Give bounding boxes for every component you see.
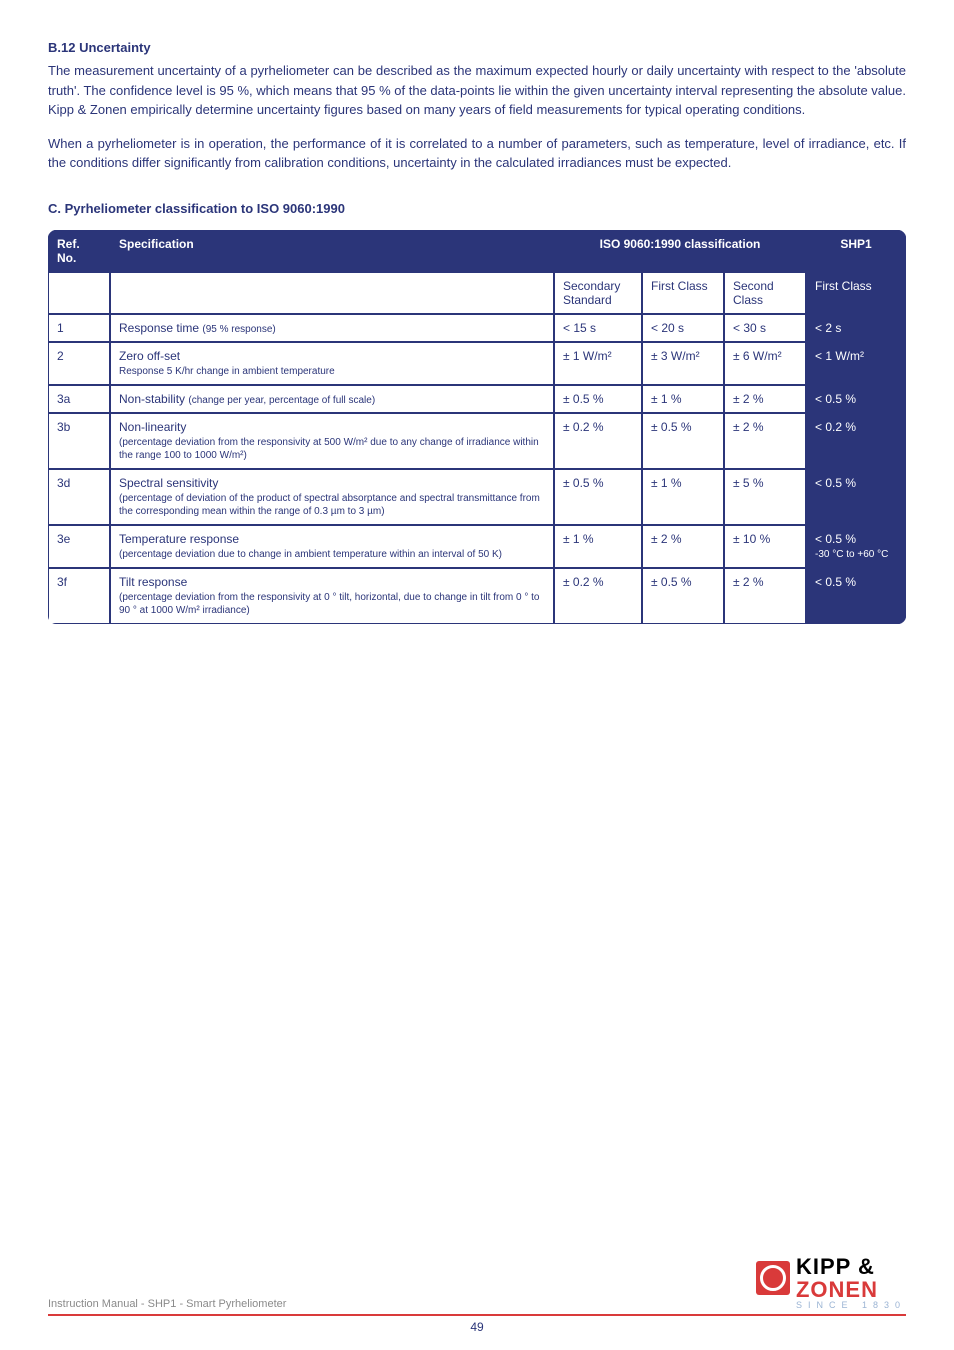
cell-c1: ± 0.5 % — [554, 385, 642, 413]
cell-c2: ± 3 W/m² — [642, 342, 724, 385]
cell-ref: 3b — [48, 413, 110, 469]
cell-c2: ± 0.5 % — [642, 413, 724, 469]
cell-c4: < 0.5 % — [806, 385, 906, 413]
footer-text: Instruction Manual - SHP1 - Smart Pyrhel… — [48, 1298, 286, 1314]
cell-c1: ± 1 W/m² — [554, 342, 642, 385]
cell-ref: 2 — [48, 342, 110, 385]
cell-c4: < 1 W/m² — [806, 342, 906, 385]
cell-c3: ± 5 % — [724, 469, 806, 525]
paragraph-1: The measurement uncertainty of a pyrheli… — [48, 61, 906, 120]
cell-ref: 3a — [48, 385, 110, 413]
cell-c2: ± 2 % — [642, 525, 724, 568]
cell-c2: ± 0.5 % — [642, 568, 724, 624]
table-row: 2 Zero off-set Response 5 K/hr change in… — [48, 342, 906, 385]
logo-mark-icon — [756, 1261, 790, 1295]
cell-c2: < 20 s — [642, 314, 724, 342]
logo-since: SINCE 1830 — [796, 1300, 906, 1310]
cell-c3: ± 2 % — [724, 413, 806, 469]
th-first: First Class — [642, 272, 724, 314]
cell-c2: ± 1 % — [642, 385, 724, 413]
classification-table: Ref. No. Specification ISO 9060:1990 cla… — [48, 230, 906, 624]
cell-spec: Spectral sensitivity (percentage of devi… — [110, 469, 554, 525]
cell-c1: ± 1 % — [554, 525, 642, 568]
table-row: 3a Non-stability (change per year, perce… — [48, 385, 906, 413]
cell-c4: < 0.5 % — [806, 469, 906, 525]
cell-c3: ± 2 % — [724, 385, 806, 413]
cell-c3: ± 2 % — [724, 568, 806, 624]
section-heading: B.12 Uncertainty — [48, 40, 906, 55]
cell-ref: 3f — [48, 568, 110, 624]
logo-line1: KIPP & — [796, 1254, 875, 1279]
cell-spec: Non-stability (change per year, percenta… — [110, 385, 554, 413]
cell-c1: < 15 s — [554, 314, 642, 342]
th-shp1first: First Class — [806, 272, 906, 314]
cell-ref: 1 — [48, 314, 110, 342]
th-iso: ISO 9060:1990 classification — [554, 230, 806, 272]
cell-c4: < 0.2 % — [806, 413, 906, 469]
table-header-row-1: Ref. No. Specification ISO 9060:1990 cla… — [48, 230, 906, 272]
th-blank1 — [48, 272, 110, 314]
page-number: 49 — [48, 1320, 906, 1334]
th-secondary: Secondary Standard — [554, 272, 642, 314]
cell-spec: Zero off-set Response 5 K/hr change in a… — [110, 342, 554, 385]
cell-spec: Tilt response (percentage deviation from… — [110, 568, 554, 624]
cell-c3: ± 10 % — [724, 525, 806, 568]
paragraph-2: When a pyrheliometer is in operation, th… — [48, 134, 906, 173]
cell-c4: < 2 s — [806, 314, 906, 342]
th-refno: Ref. No. — [48, 230, 110, 272]
cell-c3: ± 6 W/m² — [724, 342, 806, 385]
logo-line2: ZONEN — [796, 1277, 878, 1302]
cell-ref: 3e — [48, 525, 110, 568]
cell-c2: ± 1 % — [642, 469, 724, 525]
section-c-heading: C. Pyrheliometer classification to ISO 9… — [48, 201, 906, 216]
cell-spec: Non-linearity (percentage deviation from… — [110, 413, 554, 469]
table-row: 3f Tilt response (percentage deviation f… — [48, 568, 906, 624]
th-shp1: SHP1 — [806, 230, 906, 272]
cell-c4: < 0.5 % — [806, 568, 906, 624]
cell-c3: < 30 s — [724, 314, 806, 342]
table-row: 3b Non-linearity (percentage deviation f… — [48, 413, 906, 469]
table-row: 3e Temperature response (percentage devi… — [48, 525, 906, 568]
cell-c1: ± 0.5 % — [554, 469, 642, 525]
cell-c1: ± 0.2 % — [554, 568, 642, 624]
table-header-row-2: Secondary Standard First Class Second Cl… — [48, 272, 906, 314]
table-row: 1 Response time (95 % response) < 15 s <… — [48, 314, 906, 342]
cell-c4: < 0.5 % -30 °C to +60 °C — [806, 525, 906, 568]
brand-logo: KIPP & ZONEN SINCE 1830 — [756, 1254, 906, 1314]
table-row: 3d Spectral sensitivity (percentage of d… — [48, 469, 906, 525]
cell-ref: 3d — [48, 469, 110, 525]
page-footer: Instruction Manual - SHP1 - Smart Pyrhel… — [0, 1254, 954, 1350]
cell-spec: Response time (95 % response) — [110, 314, 554, 342]
cell-spec: Temperature response (percentage deviati… — [110, 525, 554, 568]
th-second: Second Class — [724, 272, 806, 314]
cell-c1: ± 0.2 % — [554, 413, 642, 469]
th-blank2 — [110, 272, 554, 314]
th-spec: Specification — [110, 230, 554, 272]
